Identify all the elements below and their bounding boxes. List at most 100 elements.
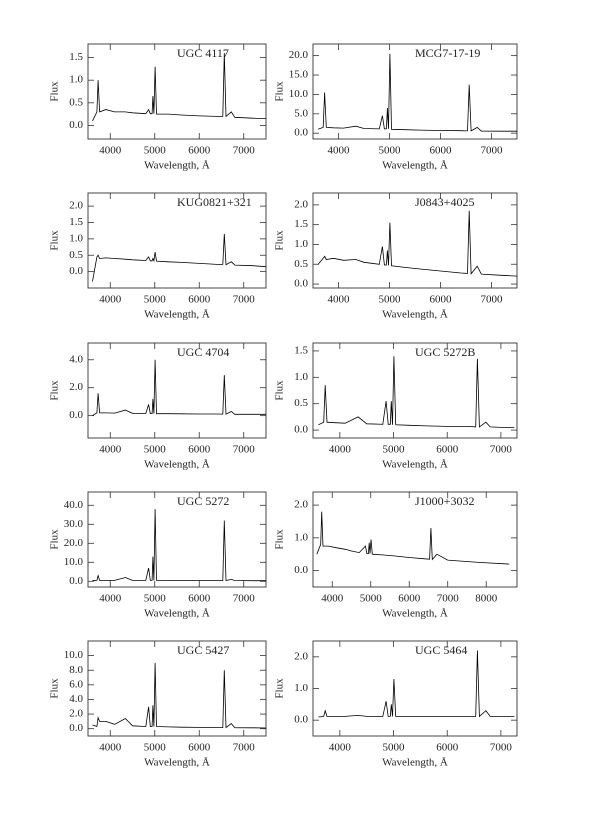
x-tick-label: 5000 — [144, 145, 167, 157]
axes-frame — [87, 43, 267, 140]
x-tick-label: 7000 — [233, 145, 256, 157]
spectrum-line — [317, 53, 517, 132]
y-tick-label: 0.0 — [294, 424, 308, 436]
y-tick-label: 1.5 — [69, 51, 83, 63]
y-tick-label: 0.5 — [69, 96, 83, 108]
x-tick-label: 7000 — [490, 742, 513, 754]
y-tick-label: 0.5 — [294, 397, 308, 409]
x-tick-label: 7000 — [233, 444, 256, 456]
y-axis-label: Flux — [274, 380, 286, 401]
y-axis-label: Flux — [49, 380, 61, 401]
x-tick-label: 4000 — [328, 294, 351, 306]
spectrum-line — [318, 356, 515, 428]
panel-title: KUG0821+321 — [177, 195, 252, 209]
y-tick-label: 0.0 — [69, 575, 83, 587]
y-axis-label: Flux — [274, 678, 286, 699]
x-tick-label: 4000 — [329, 444, 352, 456]
y-tick-label: 4.0 — [69, 353, 83, 365]
y-tick-label: 20.0 — [64, 537, 84, 549]
x-tick-label: 5000 — [360, 593, 383, 605]
spectrum-line — [316, 511, 510, 565]
y-axis-label: Flux — [49, 678, 61, 699]
y-tick-label: 0.0 — [294, 127, 308, 139]
y-tick-label: 0.0 — [294, 714, 308, 726]
panel-title: UGC 5272B — [415, 345, 475, 359]
spectrum-line — [92, 509, 266, 582]
x-tick-label: 4000 — [99, 294, 122, 306]
x-axis-label: Wavelength, Å — [144, 160, 210, 172]
spectrum-line — [92, 52, 266, 122]
axes-frame — [312, 342, 518, 439]
y-tick-label: 1.5 — [294, 218, 308, 230]
x-tick-label: 5000 — [383, 444, 406, 456]
axes-frame — [87, 342, 267, 439]
x-tick-label: 4000 — [99, 444, 122, 456]
x-tick-label: 6000 — [398, 593, 421, 605]
x-tick-label: 5000 — [383, 742, 406, 754]
x-tick-label: 6000 — [188, 593, 211, 605]
axes-frame — [312, 491, 518, 588]
x-axis-label: Wavelength, Å — [144, 309, 210, 321]
y-tick-label: 2.0 — [294, 198, 308, 210]
panel-title: UGC 5427 — [177, 643, 229, 657]
y-tick-label: 10.0 — [289, 88, 309, 100]
x-tick-label: 6000 — [436, 444, 459, 456]
x-tick-label: 4000 — [328, 145, 351, 157]
y-tick-label: 0.0 — [294, 278, 308, 290]
y-axis-label: Flux — [49, 81, 61, 102]
y-tick-label: 1.0 — [69, 232, 83, 244]
x-axis-label: Wavelength, Å — [382, 160, 448, 172]
x-axis-label: Wavelength, Å — [144, 608, 210, 620]
x-tick-label: 6000 — [436, 742, 459, 754]
x-axis-label: Wavelength, Å — [382, 608, 448, 620]
y-tick-label: 10.0 — [64, 556, 84, 568]
y-tick-label: 5.0 — [294, 107, 308, 119]
panel-title: UGC 5464 — [415, 643, 467, 657]
panel-title: J1000+3032 — [415, 494, 474, 508]
y-tick-label: 10.0 — [64, 649, 84, 661]
y-tick-label: 15.0 — [289, 69, 309, 81]
x-tick-label: 4000 — [321, 593, 344, 605]
x-tick-label: 7000 — [481, 145, 504, 157]
spectrum-line — [92, 233, 266, 282]
x-tick-label: 6000 — [188, 742, 211, 754]
axes-frame — [87, 491, 267, 588]
axes-frame — [87, 192, 267, 289]
axes-frame — [312, 192, 518, 289]
y-tick-label: 40.0 — [64, 499, 84, 511]
x-axis-label: Wavelength, Å — [382, 757, 448, 769]
panel-title: J0843+4025 — [415, 195, 474, 209]
y-tick-label: 1.0 — [294, 682, 308, 694]
x-axis-label: Wavelength, Å — [382, 459, 448, 471]
y-tick-label: 1.0 — [294, 238, 308, 250]
x-tick-label: 6000 — [188, 294, 211, 306]
y-tick-label: 0.0 — [69, 409, 83, 421]
x-tick-label: 6000 — [188, 444, 211, 456]
x-tick-label: 7000 — [233, 294, 256, 306]
spectrum-line — [318, 650, 515, 718]
y-tick-label: 2.0 — [69, 200, 83, 212]
x-tick-label: 6000 — [430, 145, 453, 157]
x-tick-label: 4000 — [99, 593, 122, 605]
spectrum-line — [92, 359, 266, 416]
x-tick-label: 5000 — [144, 294, 167, 306]
y-tick-label: 0.0 — [294, 564, 308, 576]
panel-title: UGC 4704 — [177, 345, 229, 359]
x-tick-label: 7000 — [437, 593, 460, 605]
x-tick-label: 6000 — [430, 294, 453, 306]
axes-frame — [87, 640, 267, 737]
y-tick-label: 1.0 — [294, 531, 308, 543]
x-tick-label: 4000 — [99, 145, 122, 157]
x-axis-label: Wavelength, Å — [144, 757, 210, 769]
y-tick-label: 2.0 — [294, 499, 308, 511]
x-axis-label: Wavelength, Å — [382, 309, 448, 321]
x-tick-label: 5000 — [144, 742, 167, 754]
y-axis-label: Flux — [49, 529, 61, 550]
x-tick-label: 5000 — [144, 444, 167, 456]
y-tick-label: 1.0 — [294, 371, 308, 383]
y-tick-label: 1.0 — [69, 74, 83, 86]
y-tick-label: 30.0 — [64, 518, 84, 530]
spectrum-line — [317, 210, 517, 277]
x-tick-label: 6000 — [188, 145, 211, 157]
